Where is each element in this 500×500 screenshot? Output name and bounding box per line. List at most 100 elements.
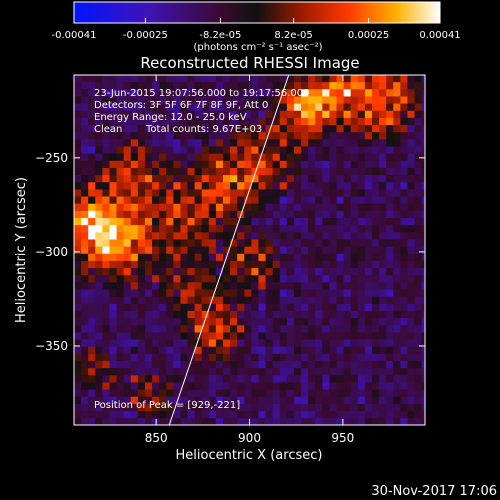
heatmap-cell [251, 160, 260, 169]
heatmap-cell [123, 396, 132, 405]
heatmap-cell [166, 196, 174, 205]
heatmap-cell [286, 125, 295, 133]
heatmap-cell [400, 403, 409, 412]
heatmap-cell [357, 182, 366, 191]
heatmap-cell [102, 289, 111, 298]
heatmap-cell [265, 196, 274, 205]
heatmap-cell [343, 132, 352, 140]
heatmap-cell [201, 375, 210, 384]
heatmap-cell [81, 232, 89, 241]
heatmap-cell [152, 246, 160, 255]
heatmap-cell [322, 189, 331, 198]
heatmap-cell [301, 82, 309, 90]
heatmap-cell [301, 110, 309, 119]
heatmap-cell [272, 125, 281, 133]
annotation-detectors: Detectors: 3F 5F 6F 7F 8F 9F, Att 0 [94, 100, 268, 111]
heatmap-cell [329, 396, 338, 405]
heatmap-cell [421, 218, 425, 226]
heatmap-cell [400, 117, 409, 126]
heatmap-cell [421, 296, 425, 305]
heatmap-cell [350, 103, 359, 112]
heatmap-cell [393, 375, 401, 384]
heatmap-cell [180, 353, 189, 362]
heatmap-cell [350, 182, 359, 191]
heatmap-cell [343, 389, 352, 398]
heatmap-cell [194, 246, 203, 255]
heatmap-cell [95, 225, 103, 233]
heatmap-cell [144, 396, 153, 405]
heatmap-cell [230, 146, 238, 155]
heatmap-cell [322, 103, 331, 112]
heatmap-cell [407, 368, 416, 376]
heatmap-cell [173, 346, 182, 355]
heatmap-cell [130, 139, 139, 148]
heatmap-cell [215, 225, 224, 233]
heatmap-cell [74, 346, 82, 355]
heatmap-cell [386, 132, 394, 140]
heatmap-cell [159, 160, 167, 169]
heatmap-cell [144, 189, 153, 198]
heatmap-cell [371, 75, 380, 83]
heatmap-cell [130, 375, 139, 384]
heatmap-cell [364, 253, 373, 262]
heatmap-cell [308, 96, 316, 105]
heatmap-cell [272, 225, 281, 233]
heatmap-cell [215, 196, 224, 205]
heatmap-cell [371, 82, 380, 90]
heatmap-cell [407, 289, 416, 298]
heatmap-cell [144, 303, 153, 312]
heatmap-cell [286, 210, 295, 219]
heatmap-cell [116, 239, 125, 248]
heatmap-cell [230, 167, 238, 176]
heatmap-cell [102, 125, 111, 133]
heatmap-cell [230, 218, 238, 226]
heatmap-cell [180, 75, 189, 83]
heatmap-cell [350, 232, 359, 241]
heatmap-cell [364, 153, 373, 162]
heatmap-cell [329, 189, 338, 198]
heatmap-cell [364, 289, 373, 298]
heatmap-cell [364, 296, 373, 305]
heatmap-cell [109, 339, 118, 348]
heatmap-cell [371, 411, 380, 419]
heatmap-cell [74, 196, 82, 205]
heatmap-cell [357, 368, 366, 376]
heatmap-cell [230, 153, 238, 162]
heatmap-cell [152, 153, 160, 162]
heatmap-cell [315, 75, 323, 83]
heatmap-cell [130, 289, 139, 298]
heatmap-cell [152, 96, 160, 105]
heatmap-cell [137, 218, 146, 226]
heatmap-cell [386, 361, 394, 369]
heatmap-cell [393, 117, 401, 126]
heatmap-cell [88, 368, 96, 376]
heatmap-cell [393, 153, 401, 162]
heatmap-cell [322, 253, 331, 262]
heatmap-cell [116, 310, 125, 319]
heatmap-cell [130, 132, 139, 140]
heatmap-cell [286, 182, 295, 191]
heatmap-cell [74, 303, 82, 312]
heatmap-cell [357, 196, 366, 205]
heatmap-cell [166, 296, 174, 305]
heatmap-cell [194, 325, 203, 334]
heatmap-cell [258, 146, 267, 155]
heatmap-cell [137, 125, 146, 133]
heatmap-cell [152, 225, 160, 233]
heatmap-cell [329, 175, 338, 183]
heatmap-cell [293, 346, 302, 355]
heatmap-cell [109, 82, 118, 90]
heatmap-cell [286, 246, 295, 255]
heatmap-cell [237, 418, 245, 425]
heatmap-cell [187, 175, 196, 183]
heatmap-cell [350, 325, 359, 334]
heatmap-cell [244, 246, 252, 255]
heatmap-cell [429, 139, 437, 147]
heatmap-cell [400, 346, 409, 355]
heatmap-cell [421, 132, 425, 140]
heatmap-cell [301, 253, 309, 262]
heatmap-cell [308, 389, 316, 398]
heatmap-cell [208, 382, 217, 391]
heatmap-cell [116, 232, 125, 241]
heatmap-cell [116, 82, 125, 90]
